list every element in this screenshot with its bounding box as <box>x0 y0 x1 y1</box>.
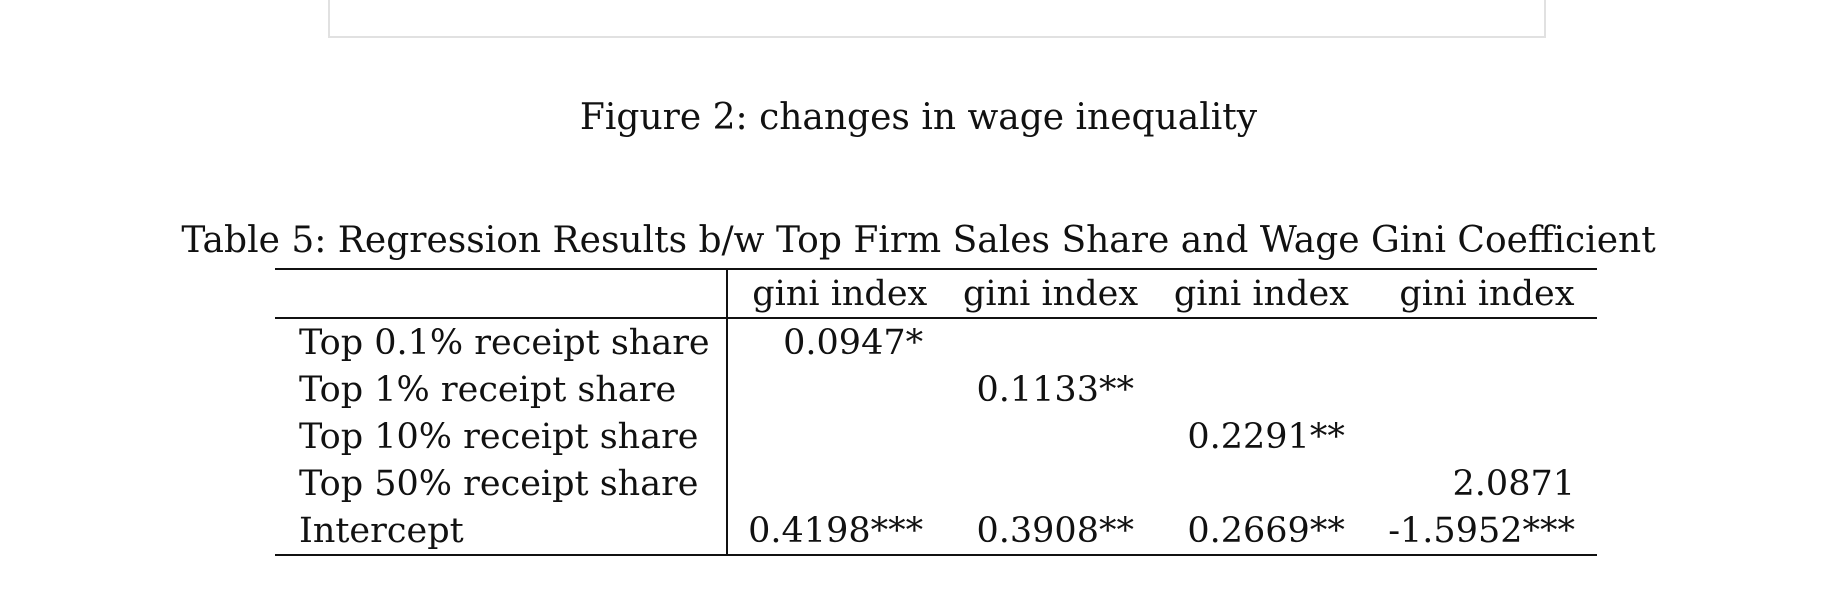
row-label: Top 1% receipt share <box>275 366 729 413</box>
row-label: Top 50% receipt share <box>275 460 729 507</box>
table-cell: 0.2291** <box>1187 416 1345 457</box>
table-cell: 0.4198*** <box>727 507 946 556</box>
regression-table: gini index gini index gini index gini in… <box>275 268 1597 556</box>
table-cell <box>1156 318 1367 366</box>
figure-frame <box>328 0 1546 38</box>
header-cell-gini-1: gini index <box>727 268 946 319</box>
table-row: Top 1% receipt share 0.1133** <box>275 366 1597 413</box>
table-cell <box>727 460 945 507</box>
table-row: Top 0.1% receipt share 0.0947* <box>275 318 1597 366</box>
table-cell: 0.2669** <box>1155 507 1367 556</box>
row-label: Top 0.1% receipt share <box>275 318 729 366</box>
table-cell <box>1156 460 1367 507</box>
table-cell <box>1367 413 1597 460</box>
table-cell: 0.3908** <box>945 507 1156 556</box>
table-cell: -1.5952*** <box>1366 507 1597 556</box>
header-cell-label <box>275 268 729 319</box>
figure-caption: Figure 2: changes in wage inequality <box>579 97 1258 138</box>
table-cell <box>945 318 1156 366</box>
table-row: Intercept 0.4198*** 0.3908** 0.2669** -1… <box>275 507 1597 556</box>
table-caption: Table 5: Regression Results b/w Top Firm… <box>181 220 1656 261</box>
table-cell: 0.1133** <box>976 369 1134 410</box>
table-cell <box>727 366 945 413</box>
table-cell <box>727 413 945 460</box>
table-header-row: gini index gini index gini index gini in… <box>275 268 1597 319</box>
row-label: Intercept <box>275 507 729 556</box>
table-row: Top 50% receipt share 2.0871 <box>275 460 1597 507</box>
header-cell-gini-3: gini index <box>1155 268 1367 319</box>
table-cell <box>945 460 1156 507</box>
table-row: Top 10% receipt share 0.2291** <box>275 413 1597 460</box>
table-cell <box>1156 366 1367 413</box>
table-cell: 2.0871 <box>1452 463 1575 504</box>
header-cell-gini-4: gini index <box>1366 268 1597 319</box>
table-cell <box>1367 318 1597 366</box>
table-cell <box>945 413 1156 460</box>
row-label: Top 10% receipt share <box>275 413 729 460</box>
table-cell: 0.0947* <box>783 322 924 363</box>
header-cell-gini-2: gini index <box>945 268 1156 319</box>
table-cell <box>1367 366 1597 413</box>
